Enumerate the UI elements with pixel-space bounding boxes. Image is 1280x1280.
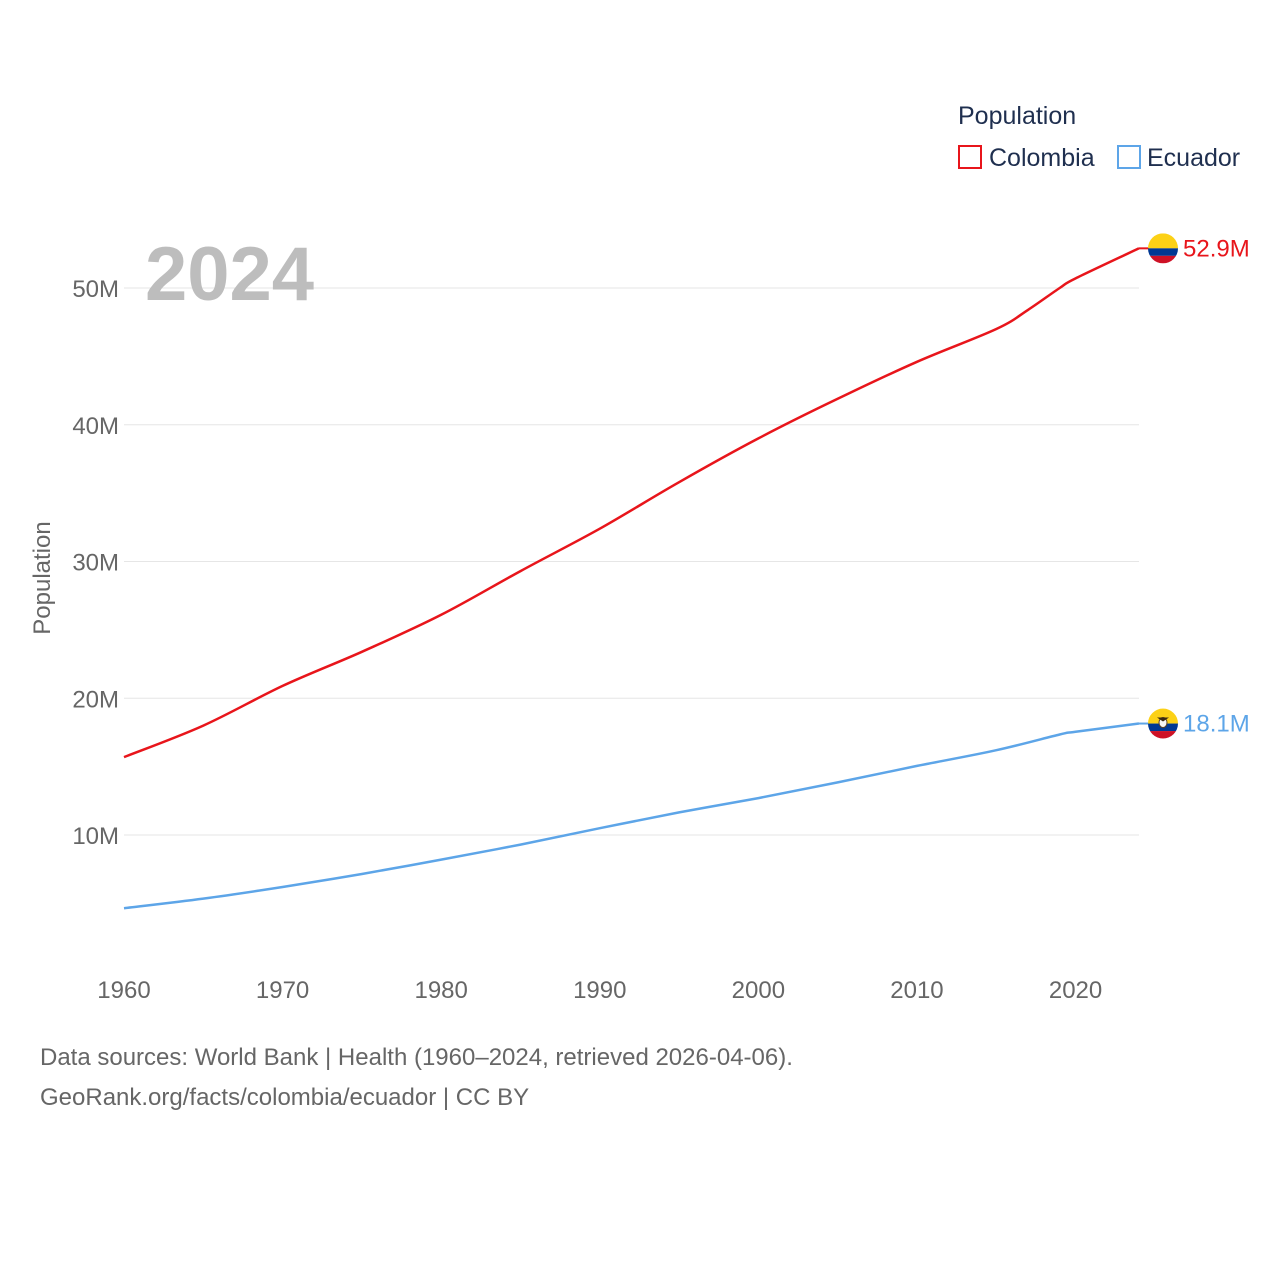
gridlines: [124, 287, 1139, 836]
current-year-label: 2024: [145, 232, 314, 317]
footer-sources: Data sources: World Bank | Health (1960–…: [40, 1044, 793, 1071]
legend-swatch-ecuador: [1117, 145, 1141, 169]
end-value-label-ecuador: 18.1M: [1183, 711, 1250, 738]
series-line-colombia[interactable]: [123, 247, 1140, 759]
legend-item-ecuador[interactable]: Ecuador: [1117, 144, 1240, 172]
x-tick-label: 1970: [256, 977, 309, 1004]
y-tick-label: 10M: [72, 823, 119, 850]
population-line-chart: 10M 20M 30M 40M 50M 1960 1970 1980 1990 2000 2010…: [29, 102, 1250, 1004]
x-tick-label: 2020: [1049, 977, 1102, 1004]
y-tick-label: 30M: [72, 550, 119, 577]
end-value-label-colombia: 52.9M: [1183, 235, 1250, 262]
x-tick-label: 1980: [414, 977, 467, 1004]
legend-item-colombia[interactable]: Colombia: [958, 144, 1095, 172]
legend-swatch-colombia: [958, 145, 982, 169]
legend-label-ecuador: Ecuador: [1147, 144, 1240, 172]
y-tick-label: 50M: [72, 276, 119, 303]
ecuador-flag-icon: [1148, 708, 1178, 739]
x-tick-label: 2010: [890, 977, 943, 1004]
footer-attribution[interactable]: GeoRank.org/facts/colombia/ecuador | CC …: [40, 1084, 530, 1111]
colombia-flag-icon: [1148, 233, 1178, 264]
legend-title: Population: [958, 102, 1076, 130]
series-lines: [123, 247, 1140, 910]
y-tick-label: 40M: [72, 413, 119, 440]
x-tick-label: 2000: [732, 977, 785, 1004]
series-line-ecuador[interactable]: [123, 722, 1140, 910]
legend: Population Colombia Ecuador: [958, 102, 1240, 172]
y-tick-label: 20M: [72, 686, 119, 713]
x-axis-ticks: 1960 1970 1980 1990 2000 2010 2020: [97, 977, 1102, 1004]
legend-label-colombia: Colombia: [989, 144, 1095, 172]
series-endpoints: 52.9M 18.1M: [1139, 233, 1250, 739]
y-axis-ticks: 10M 20M 30M 40M 50M: [72, 276, 119, 850]
x-tick-label: 1990: [573, 977, 626, 1004]
x-tick-label: 1960: [97, 977, 150, 1004]
y-axis-title: Population: [29, 521, 56, 634]
